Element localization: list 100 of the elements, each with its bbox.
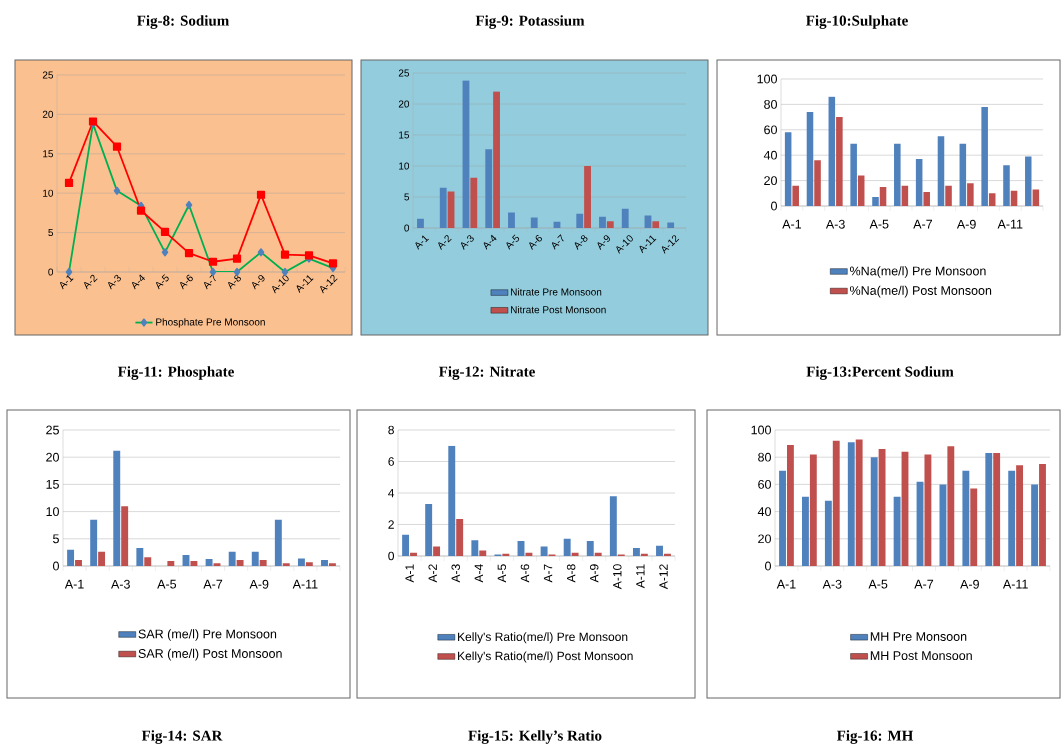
legend-label: %Na(me/l) Post Monsoon xyxy=(849,285,992,298)
x-tick-label: A-3 xyxy=(822,579,842,589)
legend-label: Phosphate Pre Monsoon xyxy=(156,318,265,328)
y-tick-label: 10 xyxy=(46,507,59,517)
x-tick-label: A-12 xyxy=(659,564,668,590)
x-tick-label: A-9 xyxy=(956,219,976,229)
y-tick-label: 40 xyxy=(757,507,771,517)
chart-title: Fig-8: Sodium xyxy=(137,15,229,29)
x-tick-label: A-4 xyxy=(131,274,145,290)
x-tick-label: A-7 xyxy=(914,579,934,589)
legend-label: SAR (me/l) Post Monsoon xyxy=(138,648,282,661)
x-tick-label: A-2 xyxy=(438,235,452,250)
text: Fig-15: Kelly’s Ratio xyxy=(468,730,602,744)
y-tick-label: 6 xyxy=(388,457,394,466)
y-tick-label: 20 xyxy=(46,452,59,462)
x-tick-label: A-7 xyxy=(204,274,216,290)
x-tick-label: A-5 xyxy=(506,234,520,250)
x-tick-label: A-8 xyxy=(566,564,576,583)
legend-label: Kelly's Ratio(me/l) Post Monsoon xyxy=(458,651,633,663)
y-tick-label: 4 xyxy=(388,488,395,498)
y-tick-label: 0 xyxy=(388,551,395,561)
y-tick-label: 10 xyxy=(43,189,54,197)
x-tick-label: A-7 xyxy=(203,579,223,589)
legend-label: Kelly's Ratio(me/l) Pre Monsoon xyxy=(458,632,628,644)
text: Fig-14: SAR xyxy=(141,730,223,744)
x-tick-label: A-9 xyxy=(960,579,979,589)
y-tick-label: 2 xyxy=(388,520,394,529)
x-tick-label: A-2 xyxy=(428,564,437,583)
x-tick-label: A-9 xyxy=(252,275,265,290)
y-tick-label: 40 xyxy=(763,150,777,160)
x-tick-label: A-1 xyxy=(64,579,84,589)
x-tick-label: A-7 xyxy=(913,219,933,229)
x-tick-label: A-1 xyxy=(415,235,429,250)
text: Fig-12: Nitrate xyxy=(438,366,535,380)
x-tick-label: A-8 xyxy=(574,235,588,250)
x-tick-label: A-1 xyxy=(776,579,796,589)
legend-label: MH Post Monsoon xyxy=(870,651,972,661)
y-tick-label: 20 xyxy=(764,176,777,186)
x-tick-label: A-6 xyxy=(520,564,530,583)
y-tick-label: 25 xyxy=(398,69,410,77)
y-tick-label: 15 xyxy=(43,150,54,158)
y-tick-label: 5 xyxy=(404,193,410,201)
y-tick-label: 15 xyxy=(399,131,410,139)
x-tick-label: A-2 xyxy=(84,274,98,290)
y-tick-label: 0 xyxy=(771,201,777,211)
x-tick-label: A-7 xyxy=(543,564,553,583)
x-tick-label: A-4 xyxy=(474,564,483,583)
x-tick-label: A-6 xyxy=(180,274,193,290)
y-tick-label: 0 xyxy=(404,224,410,232)
y-tick-label: 20 xyxy=(42,110,54,118)
x-tick-label: A-1 xyxy=(405,564,414,583)
x-tick-label: A-3 xyxy=(825,219,845,229)
y-tick-label: 5 xyxy=(53,534,59,544)
y-tick-label: 20 xyxy=(758,534,771,544)
y-tick-label: 0 xyxy=(765,561,771,571)
x-tick-label: A-1 xyxy=(782,219,802,229)
chart-title: Fig-10:Sulphate xyxy=(806,15,908,29)
x-tick-label: A-3 xyxy=(108,274,121,290)
x-tick-label: A-4 xyxy=(483,234,497,250)
y-tick-label: 60 xyxy=(758,479,771,489)
x-tick-label: A-7 xyxy=(551,234,564,250)
y-tick-label: 8 xyxy=(388,425,394,435)
x-tick-label: A-9 xyxy=(249,579,269,589)
x-tick-label: A-6 xyxy=(529,235,542,250)
x-tick-label: A-9 xyxy=(589,564,599,583)
text: Fig-13:Percent Sodium xyxy=(806,366,954,380)
x-tick-label: A-8 xyxy=(228,274,241,290)
x-tick-label: A-10 xyxy=(613,564,622,590)
y-tick-label: 20 xyxy=(398,100,410,108)
y-tick-label: 0 xyxy=(53,561,59,571)
chart-title: Fig-9: Potassium xyxy=(475,15,585,29)
y-tick-label: 60 xyxy=(764,125,777,135)
x-tick-label: A-5 xyxy=(868,579,888,589)
y-tick-label: 5 xyxy=(48,229,54,237)
text: Fig-16: MH xyxy=(836,730,914,744)
legend-label: Nitrate Pre Monsoon xyxy=(510,288,602,296)
x-tick-label: A-5 xyxy=(869,219,889,229)
y-tick-label: 100 xyxy=(751,425,771,435)
x-tick-label: A-9 xyxy=(597,235,610,250)
y-tick-label: 0 xyxy=(48,268,54,276)
y-tick-label: 10 xyxy=(399,162,410,170)
legend-label: SAR (me/l) Pre Monsoon xyxy=(138,629,277,641)
legend-label: %Na(me/l) Pre Monsoon xyxy=(849,266,986,278)
y-tick-label: 15 xyxy=(46,480,59,489)
x-tick-label: A-11 xyxy=(1002,579,1028,589)
x-tick-label: A-5 xyxy=(157,579,177,589)
x-tick-label: A-5 xyxy=(497,564,507,583)
y-tick-label: 25 xyxy=(46,425,59,435)
x-tick-label: A-11 xyxy=(636,564,645,589)
x-tick-label: A-3 xyxy=(111,579,130,589)
y-tick-label: 80 xyxy=(758,452,771,462)
legend-label: Nitrate Post Monsoon xyxy=(510,305,606,314)
legend-label: MH Pre Monsoon xyxy=(870,632,967,641)
x-tick-label: A-1 xyxy=(59,275,74,290)
x-tick-label: A-11 xyxy=(997,219,1023,229)
y-tick-label: 25 xyxy=(42,71,54,79)
text: Fig-11: Phosphate xyxy=(117,366,234,380)
x-tick-label: A-3 xyxy=(451,564,460,583)
y-tick-label: 80 xyxy=(764,99,777,109)
x-tick-label: A-3 xyxy=(460,235,474,250)
